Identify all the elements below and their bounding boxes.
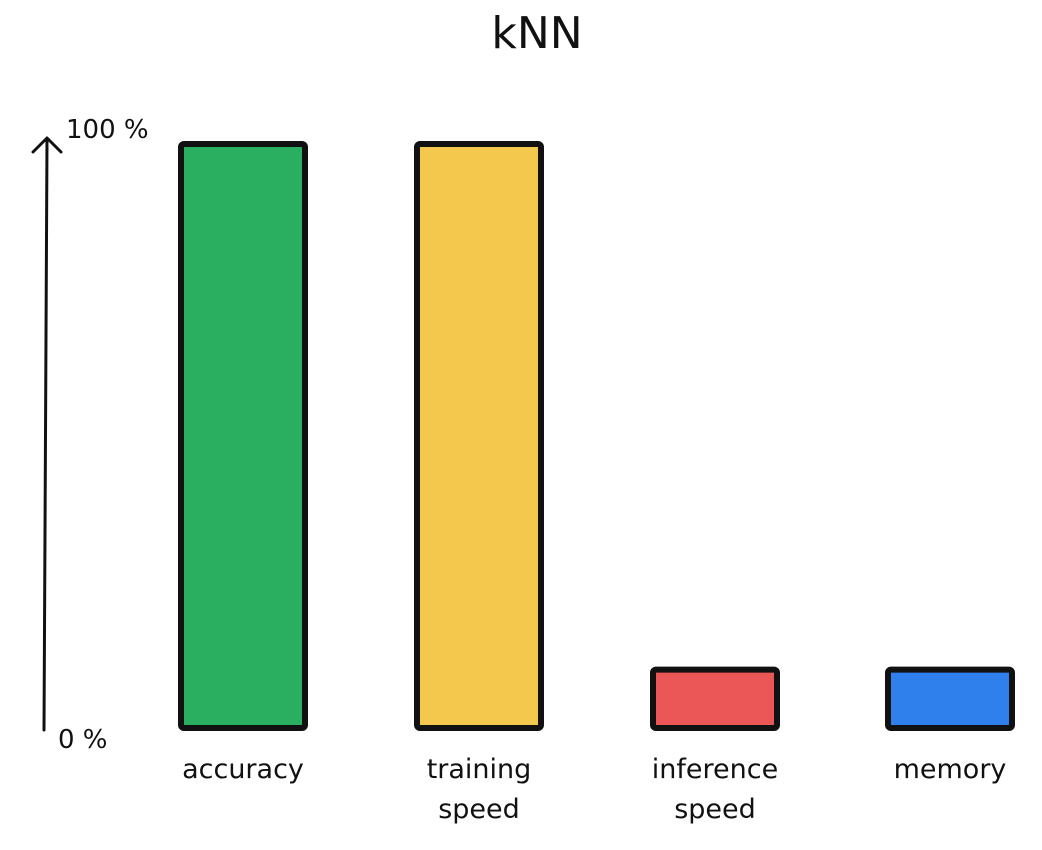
chart-title: kNN — [491, 8, 582, 59]
x-tick-label-memory: memory — [894, 754, 1007, 785]
bar-training-speed — [414, 141, 544, 731]
y-axis: 100 % 0 % — [31, 115, 149, 755]
x-tick-label-line: memory — [894, 754, 1007, 785]
x-tick-label-accuracy: accuracy — [182, 754, 304, 785]
y-axis-line — [42, 138, 49, 732]
bar-accuracy — [178, 141, 308, 731]
y-tick-label-min: 0 % — [58, 725, 108, 755]
x-tick-label-line: inference — [652, 754, 778, 785]
x-tick-label-training-speed: training speed — [427, 754, 532, 825]
x-tick-label-line: training — [427, 754, 532, 785]
x-tick-label-line: speed — [674, 794, 756, 825]
x-tick-label-line: speed — [438, 794, 520, 825]
bars-group — [178, 141, 1015, 731]
x-tick-label-line: accuracy — [182, 754, 304, 785]
x-tick-label-inference-speed: inference speed — [652, 754, 778, 825]
y-axis-arrowhead — [31, 136, 63, 154]
y-tick-label-max: 100 % — [66, 115, 149, 145]
x-tick-labels: accuracy training speed inference speed memor… — [182, 754, 1006, 825]
bar-memory — [885, 666, 1015, 731]
bar-inference-speed — [650, 666, 780, 731]
